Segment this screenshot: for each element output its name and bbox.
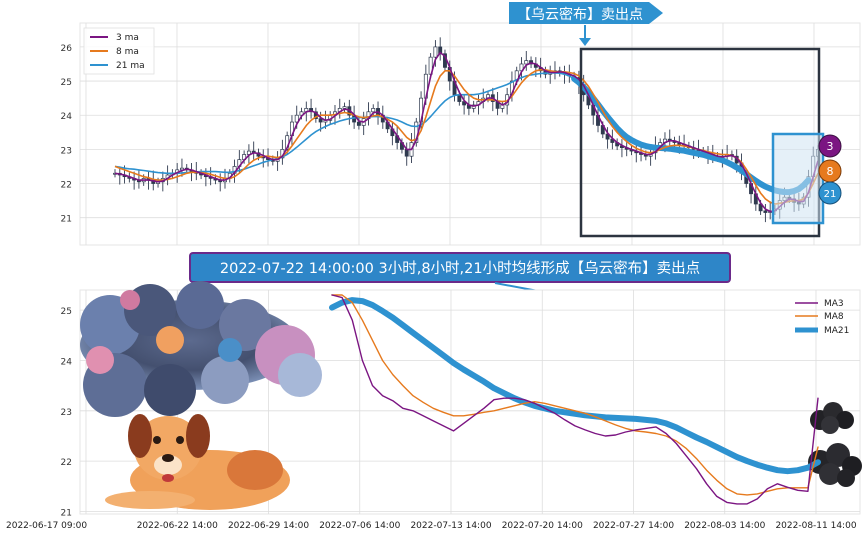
- legend-label-3ma: 3 ma: [116, 33, 139, 43]
- bottom-x-tick-label: 2022-06-29 14:00: [228, 521, 309, 531]
- legend-label-MA3: MA3: [824, 299, 844, 309]
- sell-signal-highlight-box: [771, 132, 825, 225]
- candle-body: [342, 106, 347, 109]
- bottom-line-ma21: [329, 297, 821, 475]
- caption: 2022-07-22 14:00:00 3小时,8小时,21小时均线形成【乌云密…: [189, 252, 731, 300]
- bottom-y-tick-label: 21: [61, 508, 72, 518]
- bottom-line-ma8: [331, 294, 819, 496]
- top-banner-shape: [509, 2, 663, 24]
- bottom-x-tick-label: 2022-06-17 09:00: [6, 521, 87, 531]
- ma8-marker: 8: [818, 159, 842, 183]
- top-line-3ma: [114, 51, 819, 213]
- top-plot-area: [79, 22, 861, 246]
- candle-body: [763, 210, 768, 213]
- candle-body: [404, 149, 409, 157]
- caption-box: [189, 252, 731, 283]
- top-y-tick-label: 25: [61, 78, 72, 88]
- candle-body: [371, 108, 376, 113]
- ma21-marker-circle: [818, 181, 842, 205]
- candle-body: [356, 121, 361, 126]
- candle-body: [524, 60, 529, 65]
- top-y-tick-label: 24: [61, 112, 73, 122]
- top-y-tick-labels: 21 22 23 24 25 26: [61, 44, 73, 225]
- bottom-y-tick-labels: 21 22 23 24 25: [61, 307, 73, 518]
- bottom-x-tick-label: 2022-07-27 14:00: [593, 521, 674, 531]
- legend-label-21ma: 21 ma: [116, 61, 145, 71]
- top-y-tick-label: 21: [61, 215, 72, 225]
- bottom-y-tick-label: 23: [61, 408, 72, 418]
- bottom-x-tick-label: 2022-07-13 14:00: [410, 521, 491, 531]
- top-y-tick-label: 23: [61, 146, 72, 156]
- top-chart: 21 22 23 24 25 26 3 ma 8 ma 21 ma 3 8 21: [61, 22, 861, 246]
- bottom-y-tick-label: 25: [61, 307, 72, 317]
- ma3-marker-label: 3: [827, 140, 834, 153]
- bottom-chart: 21 22 23 24 25 2022-06-17 09:00 2022-06-22 14…: [6, 281, 862, 531]
- top-legend: 3 ma 8 ma 21 ma: [83, 27, 155, 75]
- top-banner: 【乌云密布】卖出点: [509, 2, 663, 46]
- dog-illustration: [105, 414, 290, 510]
- ma3-marker-circle: [818, 134, 842, 158]
- ma8-marker-label: 8: [827, 165, 834, 178]
- candle-body: [433, 46, 438, 58]
- bottom-x-tick-label: 2022-08-11 14:00: [775, 521, 856, 531]
- ma3-marker: 3: [818, 134, 842, 158]
- top-line-21ma-highlight: [571, 75, 812, 196]
- bottom-x-tick-labels: 2022-06-17 09:00 2022-06-22 14:00 2022-06-…: [6, 521, 857, 531]
- candle-body: [318, 118, 323, 123]
- top-y-tick-label: 22: [61, 181, 72, 191]
- top-ma-lines: [114, 51, 819, 213]
- top-banner-text: 【乌云密布】卖出点: [517, 6, 643, 23]
- bottom-y-tick-label: 22: [61, 458, 72, 468]
- banner-pointer-arrowhead: [579, 38, 591, 46]
- caption-text: 2022-07-22 14:00:00 3小时,8小时,21小时均线形成【乌云密…: [220, 260, 700, 277]
- candle-body: [294, 114, 299, 123]
- bottom-x-tick-label: 2022-06-22 14:00: [137, 521, 218, 531]
- bottom-legend: MA3 MA8 MA21: [795, 299, 849, 336]
- bottom-line-ma3: [331, 294, 819, 505]
- bottom-x-tick-label: 2022-07-20 14:00: [502, 521, 583, 531]
- ma21-marker-label: 21: [824, 189, 837, 200]
- storm-cloud-illustration: [80, 281, 322, 417]
- ma21-marker: 21: [818, 181, 842, 205]
- bottom-x-tick-label: 2022-07-06 14:00: [319, 521, 400, 531]
- bottom-x-tick-label: 2022-08-03 14:00: [684, 521, 765, 531]
- legend-label-MA8: MA8: [824, 312, 844, 322]
- top-y-tick-label: 26: [61, 44, 73, 54]
- bottom-y-tick-label: 24: [61, 357, 73, 367]
- legend-label-8ma: 8 ma: [116, 47, 139, 57]
- bottom-ma-lines: [329, 294, 821, 505]
- legend-label-MA21: MA21: [824, 326, 849, 336]
